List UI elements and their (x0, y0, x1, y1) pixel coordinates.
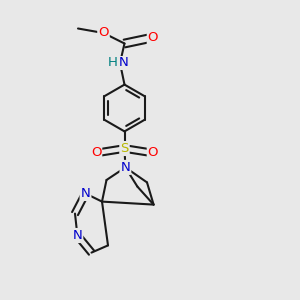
Text: O: O (98, 26, 109, 40)
Text: H: H (108, 56, 117, 70)
Text: N: N (73, 229, 82, 242)
Text: N: N (121, 161, 130, 174)
Text: N: N (119, 56, 128, 70)
Text: N: N (81, 187, 90, 200)
Text: S: S (120, 142, 129, 155)
Text: O: O (91, 146, 101, 160)
Text: O: O (148, 31, 158, 44)
Text: O: O (148, 146, 158, 160)
